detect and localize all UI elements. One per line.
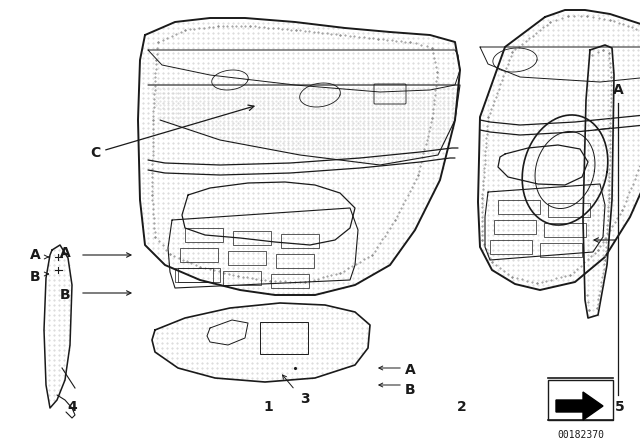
Text: C: C [90,105,254,160]
Bar [180,248,218,262]
Bar [494,220,536,234]
Text: 00182370: 00182370 [557,430,604,440]
Bar [185,228,223,242]
Bar [223,271,261,285]
Bar [281,234,319,248]
Bar [260,322,308,354]
Bar [271,274,309,288]
Text: 2: 2 [457,400,467,414]
Text: A: A [60,246,71,260]
Text: B: B [405,383,415,397]
Bar [276,254,314,268]
Bar [498,200,540,214]
Bar [228,251,266,265]
Polygon shape [556,392,603,420]
Bar [540,243,582,257]
Bar [175,268,213,282]
Text: A: A [30,248,41,262]
Bar [178,268,220,282]
Text: 1: 1 [263,400,273,414]
Bar [544,223,586,237]
Bar [548,380,613,420]
Bar [490,240,532,254]
Text: 4: 4 [67,400,77,414]
Text: 3: 3 [300,392,310,406]
Text: B: B [30,270,40,284]
Text: A: A [612,83,623,97]
Bar [548,203,590,217]
Text: 5: 5 [615,400,625,414]
Text: A: A [405,363,416,377]
Text: B: B [60,288,70,302]
Bar [233,231,271,245]
